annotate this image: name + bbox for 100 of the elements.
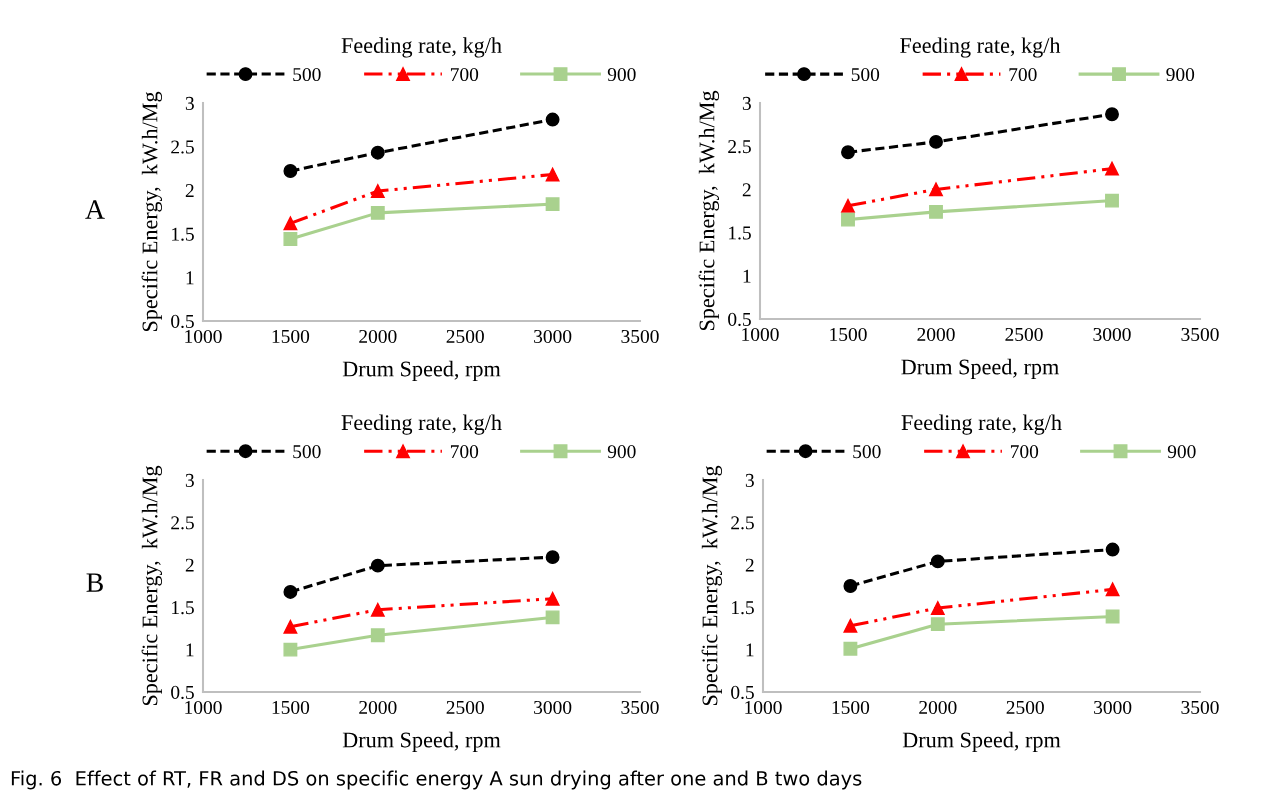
point [1105, 542, 1120, 557]
x-tick-label: 3000 [534, 700, 572, 715]
legend-label: 900 [607, 67, 636, 82]
x-tick-label: 2500 [446, 329, 484, 344]
y-axis-title: Specific Energy, kW.h/Mg [141, 465, 163, 706]
point [283, 642, 298, 657]
point [930, 601, 945, 615]
x-tick-label: 2000 [359, 329, 397, 344]
y-tick-label: 3 [185, 473, 194, 487]
y-tick-label: 1.5 [172, 227, 194, 241]
text: A [85, 200, 105, 219]
point [545, 167, 560, 182]
point [283, 164, 298, 178]
point [370, 628, 385, 643]
legend-label: 900 [1167, 445, 1196, 459]
x-tick-label: 3000 [534, 329, 572, 344]
point [283, 232, 298, 246]
point [370, 602, 385, 617]
x-tick-label: 1500 [272, 700, 310, 715]
y-tick-label: 2.5 [728, 140, 751, 154]
x-tick-label: 3500 [1181, 700, 1219, 715]
point [929, 182, 943, 197]
y-tick-label: 2.5 [171, 140, 194, 154]
x-tick-label: 3500 [1181, 327, 1219, 342]
x-axis-title: Drum Speed, rpm [342, 731, 501, 753]
y-tick-label: 1 [743, 269, 751, 283]
point [929, 204, 943, 219]
point [841, 198, 855, 213]
point [843, 641, 858, 656]
x-tick-label: 1500 [832, 700, 870, 715]
y-axis-title: Specific Energy, kW.h/Mg [698, 90, 720, 331]
x-tick-label: 1500 [272, 329, 310, 344]
y-tick-label: 0.5 [171, 314, 194, 329]
y-tick-label: 0.5 [171, 685, 194, 700]
x-tick-label: 3000 [1094, 700, 1132, 715]
x-tick-label: 1000 [185, 700, 222, 715]
point [843, 618, 858, 633]
point [1105, 193, 1119, 208]
x-tick-label: 3500 [621, 329, 659, 344]
y-tick-label: 3 [745, 473, 754, 487]
point [545, 591, 560, 606]
x-axis-title: Drum Speed, rpm [342, 360, 501, 382]
legend-label: 700 [1010, 445, 1039, 459]
x-tick-label: 3500 [621, 700, 659, 715]
legend-label: 700 [1009, 68, 1037, 82]
point [1105, 582, 1120, 597]
point [545, 610, 560, 625]
point [545, 197, 560, 212]
y-tick-label: 2 [185, 184, 194, 197]
x-tick-label: 2000 [917, 327, 955, 342]
x-tick-label: 1000 [745, 700, 782, 715]
caption: Fig. 6 Effect of RT, FR and DS on specific energy A sun drying after one and B two days [11, 770, 862, 790]
y-tick-label: 1.5 [172, 601, 194, 615]
y-tick-label: 1 [186, 271, 194, 285]
point [283, 619, 298, 634]
legend-label: 700 [450, 445, 479, 459]
x-tick-label: 2500 [446, 700, 484, 715]
legend-label: 500 [853, 445, 881, 459]
point [929, 134, 943, 149]
x-tick-label: 1000 [185, 329, 222, 344]
y-tick-label: 2 [185, 558, 194, 572]
y-tick-label: 1.5 [729, 226, 751, 240]
legend-title: Feeding rate, kg/h [901, 414, 1062, 435]
point [930, 617, 945, 632]
text: B [86, 573, 103, 592]
y-tick-label: 0.5 [731, 685, 754, 700]
point [370, 558, 385, 573]
legend-title: Feeding rate, kg/h [341, 37, 502, 58]
x-tick-label: 1000 [742, 327, 779, 342]
legend-label: 500 [293, 445, 321, 459]
legend-title: Feeding rate, kg/h [900, 37, 1061, 58]
y-tick-label: 1.5 [732, 601, 754, 615]
point [370, 205, 385, 220]
x-axis-title: Drum Speed, rpm [902, 731, 1061, 753]
point [283, 216, 298, 231]
y-tick-label: 0.5 [728, 312, 751, 327]
point [545, 112, 560, 127]
x-axis-title: Drum Speed, rpm [901, 358, 1059, 380]
point [841, 145, 855, 160]
legend-label: 500 [851, 68, 880, 82]
y-tick-label: 2 [745, 558, 754, 572]
x-tick-label: 1500 [830, 327, 867, 342]
x-tick-label: 2500 [1006, 700, 1044, 715]
x-tick-label: 2000 [359, 700, 397, 715]
y-tick-label: 1 [746, 643, 754, 657]
x-tick-label: 2000 [919, 700, 957, 715]
legend-label: 900 [1166, 68, 1195, 82]
point [1105, 609, 1120, 624]
y-axis-title: Specific Energy, kW.h/Mg [701, 465, 723, 706]
point [1105, 161, 1119, 176]
point [283, 584, 298, 599]
x-tick-label: 3000 [1093, 327, 1131, 342]
point [1105, 107, 1119, 122]
legend-label: 500 [293, 67, 321, 82]
point [841, 212, 855, 227]
y-tick-label: 2.5 [171, 516, 194, 530]
y-tick-label: 3 [185, 96, 194, 110]
point [843, 579, 858, 593]
point [930, 554, 945, 569]
point [370, 184, 385, 199]
